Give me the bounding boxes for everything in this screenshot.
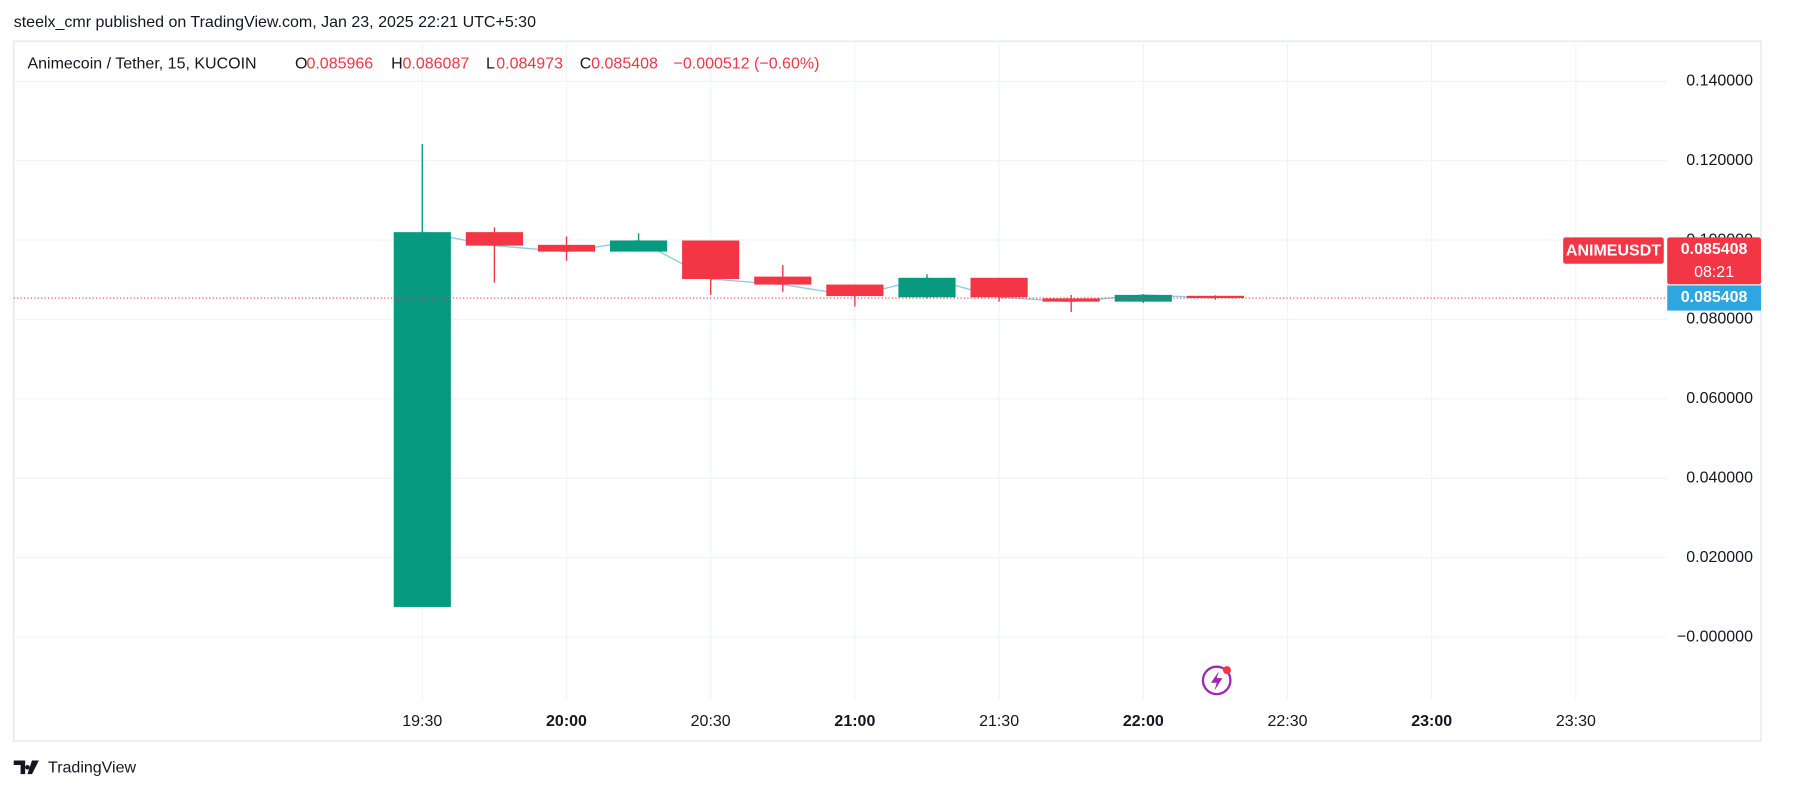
candle-body bbox=[1186, 295, 1244, 299]
candle-body bbox=[465, 232, 523, 246]
lightning-icon bbox=[1201, 665, 1232, 696]
ohlc-label: H bbox=[391, 55, 403, 72]
x-tick-label: 22:30 bbox=[1267, 713, 1307, 730]
published-line: steelx_cmr published on TradingView.com,… bbox=[14, 14, 536, 31]
icon-ring bbox=[1201, 665, 1232, 696]
symbol-price-label: 0.085408 bbox=[1681, 241, 1748, 258]
last-price-label: 0.085408 bbox=[1681, 289, 1748, 306]
header: Animecoin / Tether, 15, KUCOIN O 0.08596… bbox=[27, 55, 819, 72]
y-tick-label: −0.000000 bbox=[1677, 628, 1753, 645]
ohlc-label: L bbox=[486, 55, 495, 72]
x-tick-label: 20:00 bbox=[546, 713, 587, 730]
candle-body bbox=[682, 240, 740, 280]
ohlc-label: O bbox=[295, 55, 307, 72]
ohlc-value: 0.085408 bbox=[591, 55, 658, 72]
symbol-box bbox=[1563, 237, 1664, 264]
candle-body bbox=[970, 277, 1028, 298]
candle-body bbox=[754, 276, 812, 285]
plot: −0.000000 0.020000 0.040000 0.060000 0.08000… bbox=[13, 41, 1761, 730]
candle-body bbox=[537, 244, 596, 252]
change: −0.000512 (−0.60%) bbox=[674, 55, 820, 72]
countdown: 08:21 bbox=[1694, 264, 1734, 281]
candle-body bbox=[610, 240, 668, 252]
x-tick-label: 21:00 bbox=[834, 713, 875, 730]
candle-body bbox=[1042, 298, 1100, 302]
candle-body bbox=[393, 232, 451, 607]
y-tick-label: 0.080000 bbox=[1686, 311, 1753, 328]
ohlc-value: 0.084973 bbox=[496, 55, 563, 72]
logo-mark bbox=[13, 760, 39, 775]
icon-dot bbox=[1222, 666, 1231, 675]
symbol-title: Animecoin / Tether, 15, KUCOIN bbox=[27, 55, 256, 72]
x-tick-label: 19:30 bbox=[402, 713, 442, 730]
y-tick-label: 0.060000 bbox=[1686, 390, 1753, 407]
y-tick-label: 0.020000 bbox=[1686, 549, 1753, 566]
x-tick-label: 23:00 bbox=[1411, 713, 1452, 730]
x-tick-label: 22:00 bbox=[1123, 713, 1164, 730]
y-tick-label: 0.140000 bbox=[1686, 73, 1753, 90]
candle-body bbox=[826, 284, 884, 297]
logo-text: TradingView bbox=[48, 760, 136, 777]
x-tick-label: 23:30 bbox=[1556, 713, 1596, 730]
y-tick-label: 0.120000 bbox=[1686, 152, 1753, 169]
x-tick-label: 20:30 bbox=[691, 713, 731, 730]
icon-bolt bbox=[1210, 671, 1223, 691]
candle-body bbox=[898, 277, 956, 298]
ohlc-value: 0.086087 bbox=[403, 55, 470, 72]
chart-frame bbox=[13, 40, 1762, 742]
y-tick-label: 0.040000 bbox=[1686, 470, 1753, 487]
ohlc-value: 0.085966 bbox=[306, 55, 373, 72]
ohlc-label: C bbox=[580, 55, 592, 72]
x-tick-label: 21:30 bbox=[979, 713, 1019, 730]
logo: TradingView bbox=[13, 760, 137, 777]
last-price-box bbox=[1667, 285, 1761, 311]
symbol-price-box bbox=[1667, 237, 1761, 285]
symbol-label: ANIMEUSDT bbox=[1566, 242, 1661, 259]
